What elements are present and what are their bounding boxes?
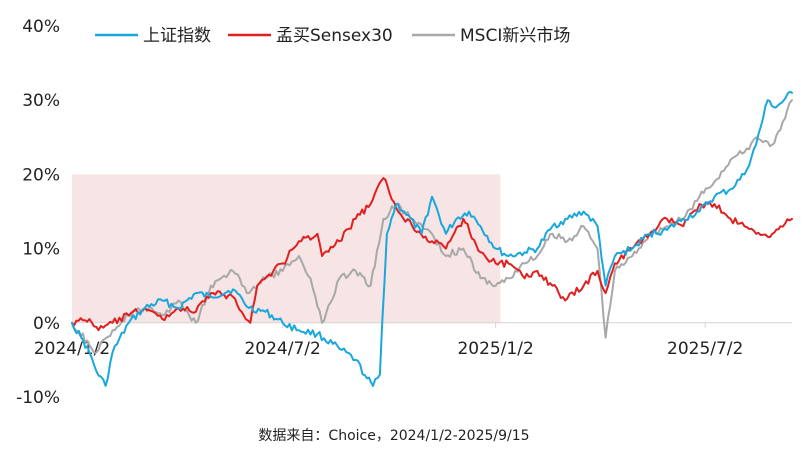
legend-label: 孟买Sensex30	[276, 26, 393, 46]
x-tick-label: 2024/7/2	[244, 339, 320, 359]
y-tick-label: -10%	[16, 388, 60, 408]
highlight-band	[72, 174, 501, 323]
y-axis: 40% 30% 20% 10% 0% -10%	[16, 17, 60, 408]
y-tick-label: 10%	[22, 240, 60, 260]
x-tick-label: 2024/1/2	[34, 339, 110, 359]
highlight-band-layer	[72, 174, 501, 323]
series-lines	[71, 90, 793, 387]
y-tick-label: 20%	[22, 165, 60, 185]
series-line-0	[71, 90, 793, 387]
series-line-1	[71, 177, 793, 332]
x-axis	[71, 322, 792, 328]
x-tick-labels: 2024/1/2 2024/7/2 2025/1/2 2025/7/2	[34, 339, 744, 359]
legend-label: 上证指数	[143, 26, 211, 46]
y-tick-label: 0%	[33, 314, 60, 334]
x-tick-label: 2025/1/2	[457, 339, 533, 359]
y-tick-label: 30%	[22, 91, 60, 111]
legend: 上证指数 孟买Sensex30 MSCI新兴市场	[95, 26, 570, 46]
source-note: 数据来自：Choice，2024/1/2-2025/9/15	[258, 428, 529, 444]
y-tick-label: 40%	[22, 17, 60, 37]
x-tick-label: 2025/7/2	[667, 339, 743, 359]
legend-label: MSCI新兴市场	[460, 26, 570, 46]
